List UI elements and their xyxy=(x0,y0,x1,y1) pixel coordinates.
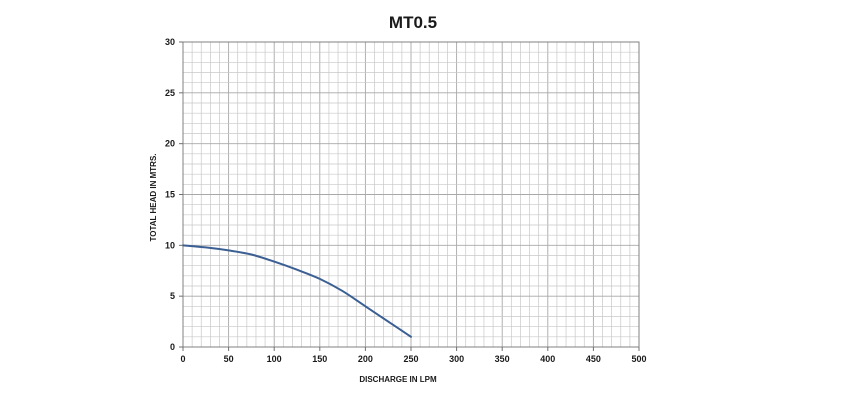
y-tick-label: 25 xyxy=(165,88,175,98)
y-tick-label: 5 xyxy=(170,291,175,301)
x-tick-label: 50 xyxy=(224,354,234,364)
x-tick-label: 450 xyxy=(586,354,601,364)
y-axis-ticks: 0 5 10 15 20 25 30 xyxy=(165,37,183,352)
series-layer xyxy=(182,244,412,338)
y-tick-label: 10 xyxy=(165,240,175,250)
y-tick-label: 20 xyxy=(165,139,175,149)
x-axis-ticks: 0 50 100 150 200 250 300 350 400 450 500 xyxy=(180,347,647,364)
x-tick-label: 100 xyxy=(267,354,282,364)
x-tick-label: 400 xyxy=(540,354,555,364)
series-line xyxy=(182,244,412,338)
x-tick-label: 250 xyxy=(403,354,418,364)
x-tick-label: 350 xyxy=(495,354,510,364)
chart-title: MT0.5 xyxy=(389,13,437,32)
y-tick-label: 0 xyxy=(170,342,175,352)
x-tick-label: 300 xyxy=(449,354,464,364)
x-axis-label: DISCHARGE IN LPM xyxy=(359,375,437,384)
grid xyxy=(182,41,640,348)
x-tick-label: 150 xyxy=(312,354,327,364)
x-tick-label: 500 xyxy=(631,354,646,364)
y-tick-label: 15 xyxy=(165,190,175,200)
y-axis-label: TOTAL HEAD IN MTRS. xyxy=(149,154,158,242)
y-tick-label: 30 xyxy=(165,37,175,47)
x-tick-label: 0 xyxy=(180,354,185,364)
x-tick-label: 200 xyxy=(358,354,373,364)
